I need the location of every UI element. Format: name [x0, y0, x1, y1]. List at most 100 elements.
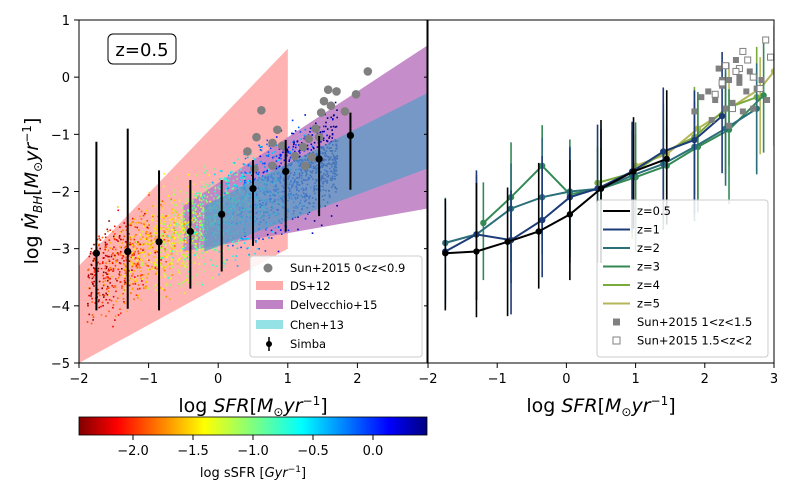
- simba-galaxy-point: [155, 236, 157, 238]
- simba-galaxy-point: [196, 218, 198, 221]
- simba-galaxy-point: [187, 254, 190, 256]
- right-xtick-label: 0: [562, 372, 570, 387]
- simba-galaxy-point: [171, 274, 174, 276]
- simba-galaxy-point: [293, 143, 295, 146]
- simba-galaxy-point: [297, 228, 299, 231]
- simba-galaxy-point: [172, 193, 175, 196]
- simba-galaxy-point: [142, 214, 145, 217]
- simba-galaxy-point: [145, 230, 148, 233]
- simba-galaxy-point: [92, 276, 95, 278]
- simba-galaxy-point: [111, 284, 113, 287]
- simba-galaxy-point: [169, 250, 172, 252]
- simba-galaxy-point: [331, 133, 334, 136]
- simba-galaxy-point: [184, 221, 186, 224]
- simba-galaxy-point: [109, 266, 112, 269]
- simba-galaxy-point: [280, 157, 282, 160]
- simba-galaxy-point: [162, 226, 165, 229]
- simba-galaxy-point: [150, 247, 152, 249]
- simba-galaxy-point: [112, 304, 115, 306]
- simba-galaxy-point: [190, 225, 193, 228]
- simba-galaxy-point: [313, 141, 316, 144]
- simba-galaxy-point: [228, 248, 230, 251]
- simba-galaxy-point: [160, 228, 162, 230]
- simba-galaxy-point: [173, 199, 176, 202]
- simba-galaxy-point: [184, 292, 186, 294]
- simba-galaxy-point: [174, 224, 177, 226]
- simba-galaxy-point: [195, 213, 197, 215]
- simba-galaxy-point: [192, 210, 194, 213]
- simba-galaxy-point: [138, 243, 141, 245]
- simba-galaxy-point: [172, 237, 175, 239]
- simba-galaxy-point: [176, 219, 179, 222]
- simba-galaxy-point: [192, 277, 194, 279]
- simba-galaxy-point: [187, 221, 190, 224]
- simba-galaxy-point: [131, 217, 134, 220]
- simba-galaxy-point: [174, 220, 176, 222]
- simba-galaxy-point: [227, 245, 229, 247]
- simba-galaxy-point: [200, 237, 202, 239]
- simba-galaxy-point: [125, 265, 127, 268]
- simba-galaxy-point: [163, 202, 165, 205]
- simba-galaxy-point: [107, 230, 109, 233]
- simba-galaxy-point: [183, 238, 186, 240]
- left-ticks: −2 −1 0 1 2 −5 −4 −3 −2 −1 0 1: [51, 14, 362, 387]
- simba-median-point: [315, 155, 323, 163]
- simba-galaxy-point: [217, 186, 219, 188]
- sun2015-point: [268, 161, 277, 171]
- simba-galaxy-point: [266, 143, 268, 146]
- simba-galaxy-point: [227, 192, 230, 195]
- simba-galaxy-point: [131, 265, 134, 267]
- left-ytick-label: 1: [62, 14, 70, 29]
- series-z=0.5: [442, 90, 670, 318]
- simba-galaxy-point: [123, 269, 126, 272]
- simba-galaxy-point: [134, 278, 137, 280]
- simba-galaxy-point: [280, 222, 283, 224]
- simba-galaxy-point: [257, 173, 260, 176]
- simba-galaxy-point: [218, 195, 220, 198]
- simba-galaxy-point: [170, 221, 172, 224]
- simba-galaxy-point: [322, 139, 325, 141]
- simba-galaxy-point: [146, 258, 149, 261]
- simba-galaxy-point: [184, 241, 187, 243]
- simba-galaxy-point: [291, 132, 293, 135]
- simba-galaxy-point: [97, 267, 100, 270]
- simba-galaxy-point: [136, 247, 138, 250]
- simba-galaxy-point: [277, 166, 280, 169]
- simba-galaxy-point: [115, 300, 118, 303]
- simba-galaxy-point: [183, 239, 185, 242]
- simba-galaxy-point: [92, 260, 94, 262]
- simba-galaxy-point: [245, 172, 248, 174]
- simba-galaxy-point: [208, 174, 210, 176]
- simba-galaxy-point: [205, 183, 208, 186]
- simba-galaxy-point: [219, 184, 222, 186]
- simba-galaxy-point: [98, 244, 100, 247]
- sun2015-1.5-2-point: [711, 90, 719, 98]
- simba-galaxy-point: [179, 226, 181, 228]
- simba-galaxy-point: [197, 215, 199, 218]
- simba-galaxy-point: [154, 251, 156, 254]
- simba-median-point: [346, 131, 355, 140]
- right-xtick-label: 2: [701, 372, 709, 387]
- simba-galaxy-point: [268, 168, 270, 171]
- simba-galaxy-point: [326, 134, 328, 137]
- simba-galaxy-point: [203, 194, 205, 197]
- simba-galaxy-point: [330, 126, 332, 128]
- simba-galaxy-point: [326, 128, 329, 130]
- simba-galaxy-point: [237, 158, 239, 161]
- simba-galaxy-point: [170, 245, 173, 248]
- simba-galaxy-point: [297, 216, 299, 218]
- simba-galaxy-point: [137, 275, 139, 277]
- simba-galaxy-point: [248, 253, 250, 256]
- simba-galaxy-point: [185, 279, 188, 281]
- simba-galaxy-point: [185, 255, 188, 258]
- simba-galaxy-point: [106, 285, 109, 288]
- simba-galaxy-point: [164, 276, 166, 278]
- simba-galaxy-point: [129, 238, 132, 241]
- sun2015-1.5-2-point: [756, 85, 764, 93]
- simba-galaxy-point: [166, 228, 168, 230]
- simba-galaxy-point: [159, 251, 162, 254]
- simba-galaxy-point: [180, 223, 183, 226]
- simba-galaxy-point: [118, 273, 121, 275]
- simba-galaxy-point: [122, 256, 125, 258]
- simba-galaxy-point: [135, 234, 137, 236]
